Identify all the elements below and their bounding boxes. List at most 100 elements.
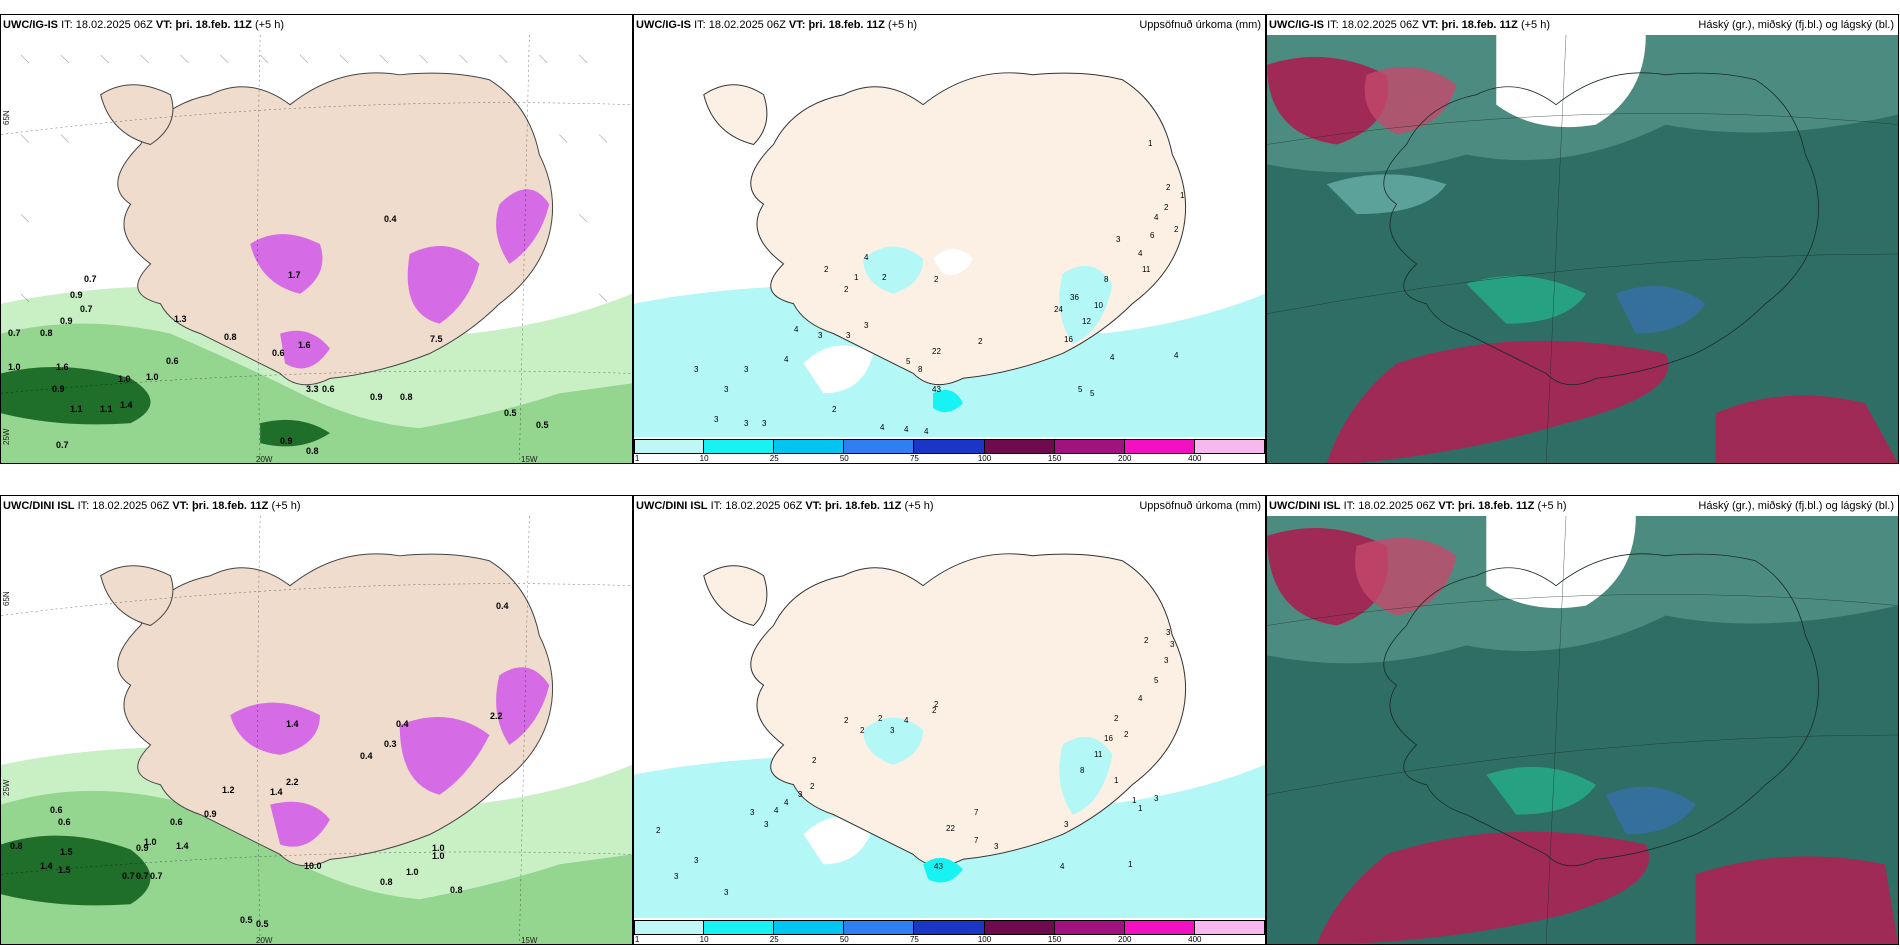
colorbar-tick: 1 [634, 454, 640, 463]
precip-value: 3 [846, 331, 851, 340]
model-name: UWC/IG-IS [1269, 19, 1324, 31]
vt-label: VT: [788, 19, 806, 31]
precip-value: 2 [812, 756, 817, 765]
precip-value: 5 [1154, 676, 1159, 685]
precip-value: 12 [1082, 317, 1091, 326]
precip-value: 3 [864, 321, 869, 330]
precip-value: 4 [880, 423, 885, 432]
precip-colorbar: 1 10 25 50 75 100 150 200 400 [634, 437, 1265, 463]
vt-label: VT: [172, 500, 189, 512]
model-name: UWC/IG-IS [636, 19, 691, 31]
precip-value: 4 [774, 806, 779, 815]
model-name: UWC/DINI ISL [636, 500, 708, 512]
precip-value: 11 [1094, 750, 1103, 759]
precip-value: 4 [1060, 862, 1065, 871]
colorbar-seg [914, 920, 985, 935]
precip-value: 1 [1128, 860, 1133, 869]
it-value: 18.02.2025 06Z [92, 500, 170, 512]
precip-value: 4 [1110, 353, 1115, 362]
precip-value: 16 [1104, 734, 1113, 743]
precip-value: 3 [674, 872, 679, 881]
it-value: 18.02.2025 06Z [1358, 500, 1436, 512]
colorbar-seg [1124, 920, 1195, 935]
colorbar-tick: 10 [699, 935, 709, 944]
precip-value: 3 [890, 726, 895, 735]
precip-value: 1 [1180, 191, 1185, 200]
wind-map-panel-top: UWC/IG-IS IT: 18.02.2025 06Z VT: þri. 18… [0, 14, 633, 464]
precip-value: 22 [932, 347, 941, 356]
precip-value: 4 [924, 427, 929, 436]
lon-label-left: 25W [2, 779, 11, 796]
precip-value: 3 [1116, 235, 1121, 244]
precip-value: 7 [974, 808, 979, 817]
precip-value: 2 [832, 405, 837, 414]
colorbar-seg [774, 439, 845, 454]
cloud-map-panel-bottom: UWC/DINI ISL IT: 18.02.2025 06Z VT: þri.… [1266, 495, 1899, 945]
lat-label: 65N [2, 110, 11, 125]
it-value: 18.02.2025 06Z [708, 19, 786, 31]
colorbar-tick: 25 [769, 935, 779, 944]
precip-map-svg [634, 35, 1265, 437]
cloud-title: Háský (gr.), miðský (fj.bl.) og lágský (… [1698, 19, 1894, 31]
colorbar-tick: 100 [977, 935, 992, 944]
colorbar-tick: 200 [1118, 935, 1132, 944]
lon-label-15w: 15W [521, 455, 538, 464]
precip-values-layer: 2 3 3 1 2 2 3 4 4 3 3 3 2 2 3 7 3 22 43 … [634, 516, 1265, 918]
precip-value: 36 [1070, 293, 1079, 302]
colorbar-tick: 400 [1188, 454, 1202, 463]
colorbar-seg [844, 920, 915, 935]
lead-time: (+5 h) [254, 19, 284, 31]
colorbar-tick: 75 [909, 935, 919, 944]
precip-value: 3 [750, 808, 755, 817]
colorbar-frame [634, 920, 1265, 935]
panel-header: UWC/DINI ISL IT: 18.02.2025 06Z VT: þri.… [634, 496, 1265, 516]
lon-label-20w: 20W [256, 936, 273, 945]
colorbar-seg [634, 920, 705, 935]
precip-value: 3 [1164, 656, 1169, 665]
precip-value: 3 [1064, 820, 1069, 829]
lon-label-20w: 20W [256, 455, 273, 464]
precip-value: 43 [934, 862, 943, 871]
precip-value: 3 [1154, 794, 1159, 803]
colorbar-seg [984, 920, 1055, 935]
colorbar-seg [1124, 439, 1195, 454]
precip-map: 1 2 2 4 2 2 3 3 4 3 3 3 5 8 22 43 2 2 4 … [634, 35, 1265, 437]
precip-value: 3 [764, 820, 769, 829]
precip-colorbar: 1 10 25 50 75 100 150 200 400 [634, 918, 1265, 944]
it-label: IT: [1327, 19, 1339, 31]
colorbar-seg [704, 920, 775, 935]
precip-value: 3 [1166, 628, 1171, 637]
precip-value: 2 [1166, 183, 1171, 192]
precip-value: 3 [1170, 640, 1175, 649]
colorbar-frame [634, 439, 1265, 454]
precip-value: 16 [1064, 335, 1073, 344]
precip-value: 2 [978, 337, 983, 346]
wind-map [1, 516, 632, 944]
precip-value: 2 [844, 716, 849, 725]
precip-value: 2 [1164, 203, 1169, 212]
lead-time: (+5 h) [904, 500, 934, 512]
colorbar-seg [1054, 920, 1125, 935]
precip-value: 8 [918, 365, 923, 374]
panel-header: UWC/IG-IS IT: 18.02.2025 06Z VT: þri. 18… [1, 15, 632, 35]
precip-value: 8 [1080, 766, 1085, 775]
lon-label-15w: 15W [521, 936, 538, 945]
cloud-title: Háský (gr.), miðský (fj.bl.) og lágský (… [1698, 500, 1894, 512]
wind-map-panel-bottom: UWC/DINI ISL IT: 18.02.2025 06Z VT: þri.… [0, 495, 633, 945]
panel-header: UWC/DINI ISL IT: 18.02.2025 06Z VT: þri.… [1267, 496, 1898, 516]
precip-value: 6 [1150, 231, 1155, 240]
precip-value: 4 [904, 425, 909, 434]
precip-map-svg [634, 516, 1265, 918]
precip-value: 1 [1114, 776, 1119, 785]
vt-value: þri. 18.feb. 11Z [175, 19, 252, 31]
precip-value: 4 [904, 716, 909, 725]
lead-time: (+5 h) [1537, 500, 1567, 512]
vt-label: VT: [1438, 500, 1455, 512]
wind-map [1, 35, 632, 463]
precip-value: 1 [1148, 139, 1153, 148]
precip-value: 11 [1142, 265, 1151, 274]
precip-value: 4 [864, 253, 869, 262]
it-value: 18.02.2025 06Z [725, 500, 803, 512]
it-value: 18.02.2025 06Z [1341, 19, 1419, 31]
precip-value: 2 [1144, 636, 1149, 645]
